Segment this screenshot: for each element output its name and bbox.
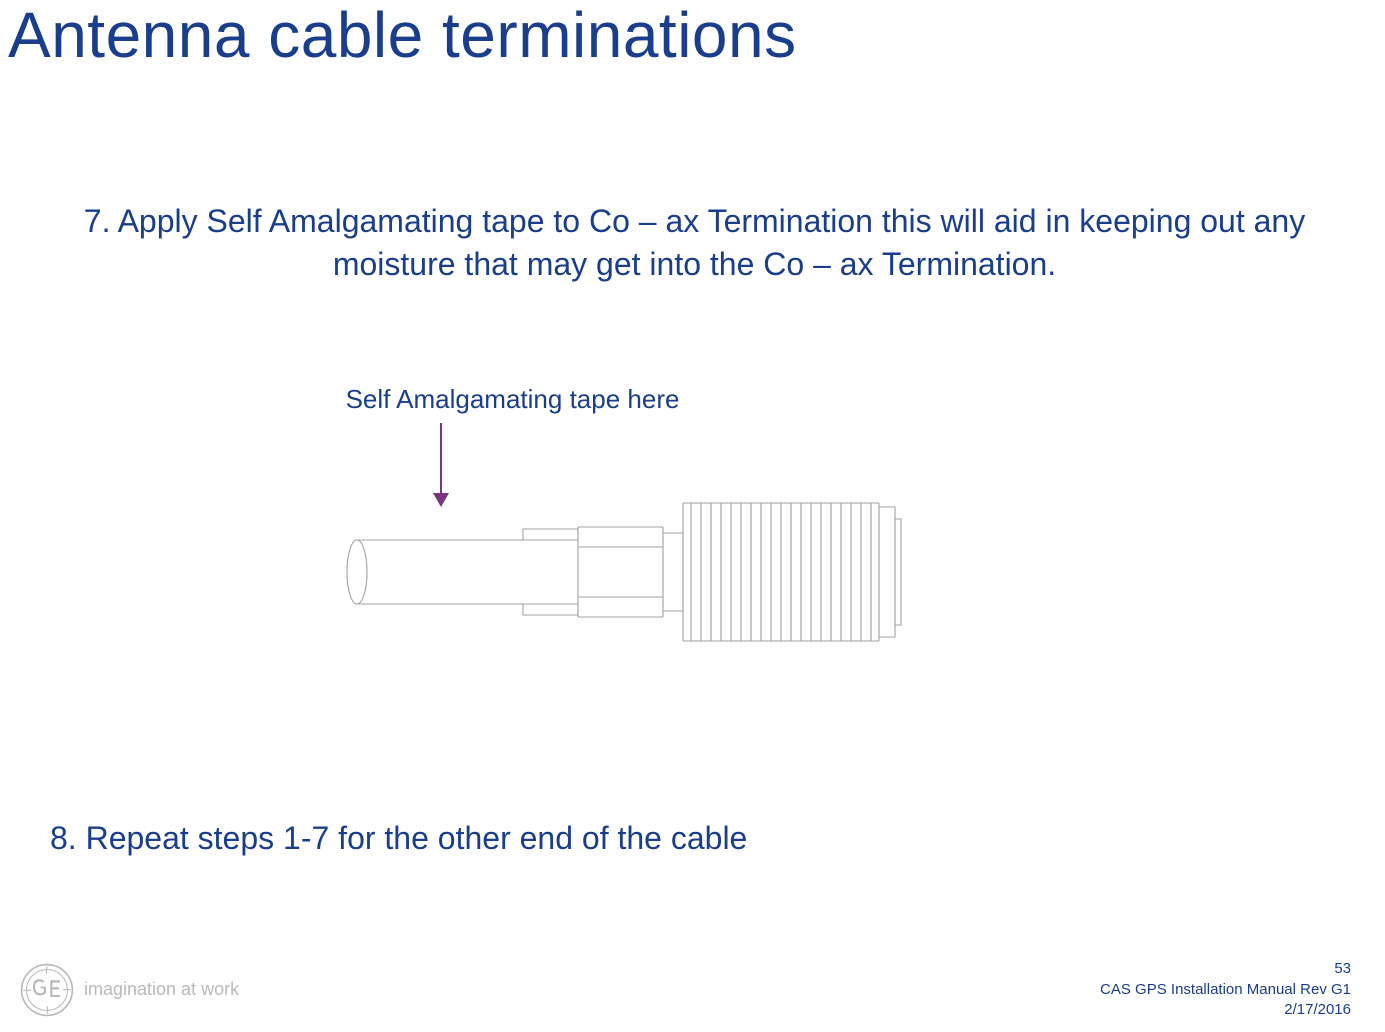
manual-date: 2/17/2016 (1100, 1000, 1351, 1020)
coax-connector-svg (343, 489, 903, 655)
ge-logo-icon (20, 963, 74, 1017)
coax-connector-diagram (343, 489, 903, 655)
arrow-line (440, 423, 442, 495)
page-footer: imagination at work 53 CAS GPS Installat… (0, 959, 1385, 1020)
diagram-annotation-label-text: Self Amalgamating tape here (346, 384, 680, 415)
page-title: Antenna cable terminations (8, 0, 797, 72)
footer-left: imagination at work (20, 963, 239, 1017)
footer-tagline: imagination at work (84, 979, 239, 1000)
step-8-text: 8. Repeat steps 1-7 for the other end of… (50, 820, 747, 857)
diagram-annotation-label: Self Amalgamating tape here (0, 384, 1385, 415)
slide-page: Antenna cable terminations 7. Apply Self… (0, 0, 1385, 1032)
manual-title: CAS GPS Installation Manual Rev G1 (1100, 980, 1351, 1000)
footer-right: 53 CAS GPS Installation Manual Rev G1 2/… (1100, 959, 1351, 1020)
page-number: 53 (1100, 959, 1351, 979)
step-7-text: 7. Apply Self Amalgamating tape to Co – … (44, 200, 1345, 286)
